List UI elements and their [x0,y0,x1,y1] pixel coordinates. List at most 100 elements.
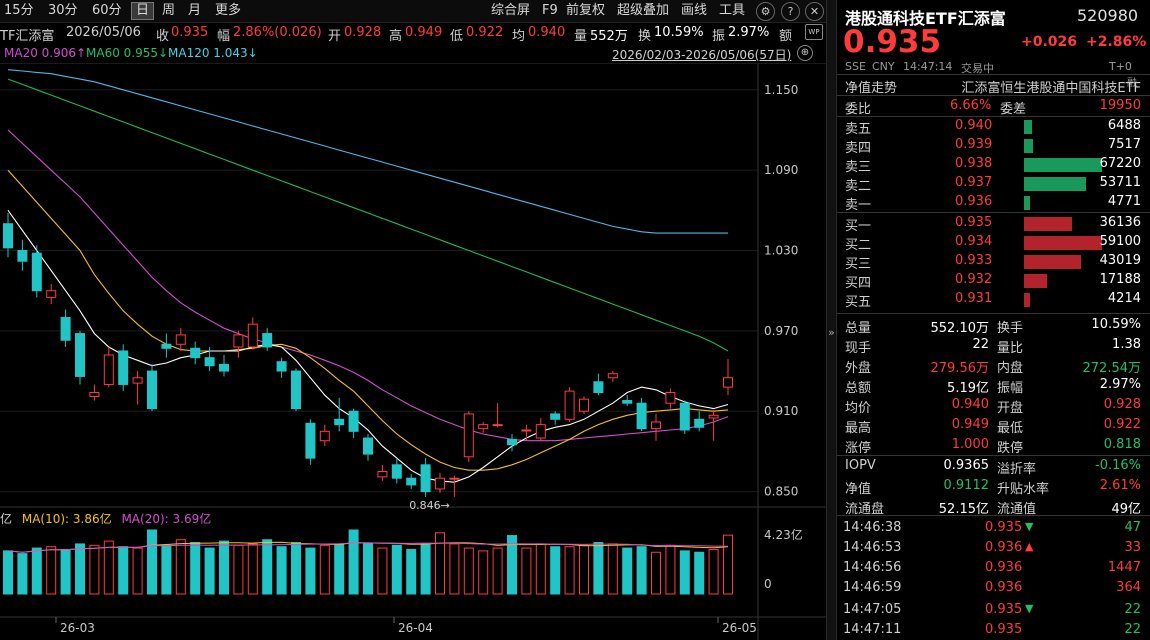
period-week[interactable]: 周 [162,3,176,18]
stat-row: 总量 552.10万 换手 10.59% [837,315,1150,336]
stat-value: 2.97% [1099,377,1141,392]
volume-bar [564,546,575,595]
quote-panel: 港股通科技ETF汇添富 520980 0.935 +0.026 +2.86% S… [836,0,1150,640]
stat-value: 10.59% [1091,317,1141,332]
zoom-icon[interactable]: ⊕ [797,45,813,61]
ask-level-5[interactable]: 卖一 0.936 4771 [837,192,1150,213]
candle-body [219,363,229,372]
composite-screen-button[interactable]: 综合屏 [491,3,531,18]
period-month[interactable]: 月 [188,3,202,18]
help-icon[interactable]: ? [781,2,800,21]
bid-level-4[interactable]: 买四 0.932 17188 [837,270,1150,291]
kline-chart[interactable]: 1.150 1.090 1.030 0.970 0.910 0.850 0.846→ 4.23… [0,63,826,640]
tick-time: 14:46:53 [843,540,902,555]
weicha-value: 19950 [1099,98,1141,113]
stat-label: 最低 [997,421,1024,436]
period-15min[interactable]: 15分 [4,3,34,18]
last-price: 0.935 [843,24,942,60]
forward-adjust-button[interactable]: 前复权 [566,3,606,18]
volume-bar [550,546,561,595]
x-tick-label: 26-05 [722,621,757,635]
stat-value: 1.000 [951,437,989,452]
ask-price: 0.940 [955,118,993,133]
tick-price: 0.936 [985,540,1023,555]
exchange: SSE [845,60,866,73]
stat-value: 0.818 [1103,437,1141,452]
close-label: 收 [156,29,170,44]
ask-level-1[interactable]: 卖五 0.940 6488 [837,116,1150,137]
volume-bar [391,544,402,595]
bid-volume-bar [1024,293,1030,307]
stat-value: 0.928 [1103,397,1141,412]
candle-body [406,477,417,486]
change-value: 2.86%(0.026) [233,25,322,40]
volume-bar [276,546,287,595]
tick-row[interactable]: 14:46:53 0.936 ▲ 33 [837,538,1150,558]
candle-body [305,422,316,459]
tick-row[interactable]: 14:46:59 0.936 364 [837,578,1150,598]
stat-value: 0.949 [951,417,989,432]
tick-row[interactable]: 14:46:56 0.936 1447 [837,558,1150,578]
ma10-line [7,169,729,471]
volume-bar [175,539,186,595]
gear-icon[interactable]: ⚙ [756,2,775,21]
f9-button[interactable]: F9 [542,3,558,18]
stat-label: 涨停 [845,441,872,456]
candle-body [377,471,388,478]
bid-level-2[interactable]: 买二 0.934 59100 [837,232,1150,253]
candle-body [607,373,618,379]
tools-button[interactable]: 工具 [719,3,746,18]
date-range[interactable]: 2026/02/03-2026/05/06(57日) [612,48,792,62]
period-60min[interactable]: 60分 [92,3,122,18]
candle-body [118,350,129,385]
period-more[interactable]: 更多 [215,3,242,18]
tick-row[interactable]: 14:46:38 0.935 ▼ 47 [837,518,1150,538]
ask-level-3[interactable]: 卖三 0.938 67220 [837,154,1150,175]
super-overlay-button[interactable]: 超级叠加 [617,3,670,18]
volume-bar [507,535,517,595]
axis-labels: 1.150 1.090 1.030 0.970 0.910 0.850 0.846→ 4.23… [60,83,803,635]
bid-label: 买五 [845,295,872,310]
bid-level-3[interactable]: 买三 0.933 43019 [837,251,1150,272]
title-fragment: TF汇添富 [0,29,55,44]
close-icon[interactable]: ✕ [805,2,824,21]
period-30min[interactable]: 30分 [48,3,78,18]
volume-bar [593,542,604,595]
stat-value: 0.9365 [943,458,990,473]
volume-bar [305,547,316,595]
volume-bar [118,546,129,595]
amount-label: 额 [779,29,793,44]
draw-line-button[interactable]: 画线 [681,3,708,18]
ask-level-2[interactable]: 卖四 0.939 7517 [837,135,1150,156]
volume-bar [723,534,733,595]
stat-label: 溢折率 [997,462,1037,477]
wp-icon[interactable]: WP [805,24,823,40]
tick-row[interactable]: 14:47:05 0.935 ▼ 22 [837,600,1150,620]
tick-row[interactable]: 14:47:11 0.935 22 [837,620,1150,640]
arrow-down-icon: ▼ [1025,602,1034,615]
stat-row: 外盘 279.56万 内盘 272.54万 [837,355,1150,376]
nav-row[interactable]: 净值走势 汇添富恒生港股通中国科技ETF [837,75,1150,96]
tick-volume: 22 [1124,602,1141,617]
bid-level-5[interactable]: 买五 0.931 4214 [837,289,1150,310]
candle-body [521,429,532,432]
ask-volume: 67220 [1099,156,1141,171]
stat-label: 最高 [845,421,872,436]
ask-volume-bar [1024,177,1087,191]
candle-body [161,343,172,349]
stat-value: -0.16% [1095,458,1141,473]
nav-trend-label[interactable]: 净值走势 [845,81,898,96]
candle-body [3,223,13,249]
panel-splitter[interactable]: » [826,0,837,640]
period-day[interactable]: 日 [131,2,155,20]
expand-icon[interactable]: » [828,326,835,339]
bid-level-1[interactable]: 买一 0.935 36136 [837,213,1150,234]
ask-volume: 53711 [1099,175,1141,190]
volume-bar [147,529,157,595]
bid-volume-bar [1024,274,1047,288]
volume-bar [636,546,647,595]
ask-level-4[interactable]: 卖二 0.937 53711 [837,173,1150,194]
price-change-pct: +2.86% [1086,34,1147,50]
stat-label: 净值 [845,482,872,497]
stat-label: 流通值 [997,502,1037,517]
